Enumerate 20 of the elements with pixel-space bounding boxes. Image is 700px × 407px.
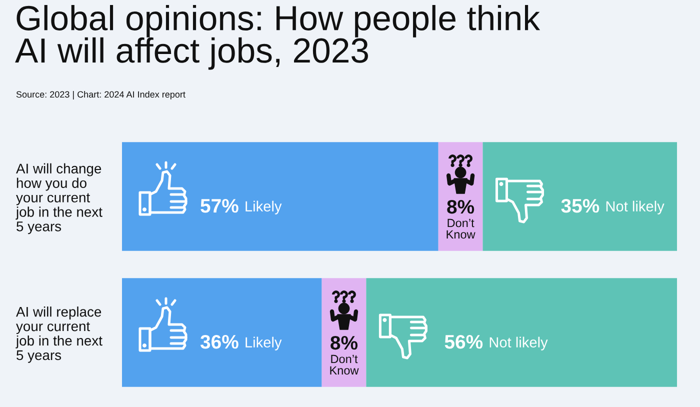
source-note: Source: 2023 | Chart: 2024 AI Index report bbox=[16, 91, 186, 100]
data-label: 8% bbox=[330, 336, 358, 350]
y-tick-label: AI will replace your current job in the next 5 years bbox=[16, 306, 102, 363]
bar bbox=[122, 278, 322, 387]
data-label: 8% bbox=[447, 200, 474, 214]
text: Don’t Know bbox=[330, 354, 359, 375]
y-tick-label: AI will change how you do your current job in the next 5 years bbox=[16, 163, 102, 234]
bar bbox=[366, 278, 677, 387]
series-label: Likely bbox=[246, 336, 282, 350]
text: Likely bbox=[246, 200, 282, 214]
text: Not likely bbox=[490, 336, 548, 350]
bar bbox=[482, 142, 677, 251]
data-label: 56% bbox=[444, 334, 483, 349]
bar bbox=[122, 142, 438, 251]
data-label: 36% bbox=[200, 334, 238, 349]
data-label: 57% bbox=[200, 199, 238, 213]
data-label: 35% bbox=[561, 198, 600, 213]
chart-title: Global opinions: How people think AI will affect jobs, 2023 bbox=[15, 5, 540, 70]
series-label: Not likely bbox=[606, 200, 664, 214]
series-label: Don’t Know bbox=[446, 218, 476, 239]
